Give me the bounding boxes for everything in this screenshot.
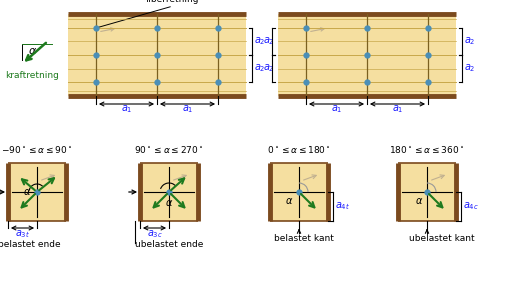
Text: ubelastet ende: ubelastet ende: [135, 240, 203, 249]
Text: fiberretning: fiberretning: [146, 0, 200, 4]
Text: kraftretning: kraftretning: [5, 71, 59, 80]
Bar: [68, 14, 246, 96]
Text: $0^\circ\leq\alpha\leq180^\circ$: $0^\circ\leq\alpha\leq180^\circ$: [267, 144, 331, 155]
Text: $a_1$: $a_1$: [391, 103, 403, 115]
Text: $a_1$: $a_1$: [121, 103, 132, 115]
Text: $\alpha$: $\alpha$: [28, 46, 37, 56]
Text: $90^\circ\leq\alpha\leq270^\circ$: $90^\circ\leq\alpha\leq270^\circ$: [134, 144, 204, 155]
Text: $a_{4t}$: $a_{4t}$: [335, 201, 350, 212]
Bar: [8, 163, 66, 221]
Text: $a_2$: $a_2$: [464, 35, 476, 47]
Text: $a_2$: $a_2$: [254, 63, 266, 75]
Text: ubelastet kant: ubelastet kant: [409, 234, 475, 243]
Text: $\alpha$: $\alpha$: [165, 198, 174, 208]
Bar: [270, 163, 328, 221]
Text: $\alpha$: $\alpha$: [23, 187, 31, 197]
Text: $a_1$: $a_1$: [181, 103, 193, 115]
Text: $a_{3c}$: $a_{3c}$: [147, 228, 162, 240]
Text: belastet ende: belastet ende: [0, 240, 61, 249]
Text: $a_1$: $a_1$: [331, 103, 342, 115]
Text: $180^\circ\leq\alpha\leq360^\circ$: $180^\circ\leq\alpha\leq360^\circ$: [389, 144, 464, 155]
Text: $-90^\circ\leq\alpha\leq90^\circ$: $-90^\circ\leq\alpha\leq90^\circ$: [1, 144, 73, 155]
Text: $a_{3t}$: $a_{3t}$: [15, 228, 30, 240]
Text: $a_2$: $a_2$: [254, 35, 266, 47]
Text: belastet kant: belastet kant: [274, 234, 334, 243]
Bar: [278, 14, 456, 96]
Text: $\alpha$: $\alpha$: [415, 196, 423, 206]
Text: $\alpha$: $\alpha$: [285, 196, 293, 206]
Text: $a_2$: $a_2$: [263, 63, 275, 75]
Bar: [398, 163, 456, 221]
Bar: [140, 163, 198, 221]
Text: $a_{4c}$: $a_{4c}$: [463, 201, 479, 212]
Text: $a_2$: $a_2$: [464, 63, 476, 75]
Text: $a_2$: $a_2$: [263, 35, 275, 47]
